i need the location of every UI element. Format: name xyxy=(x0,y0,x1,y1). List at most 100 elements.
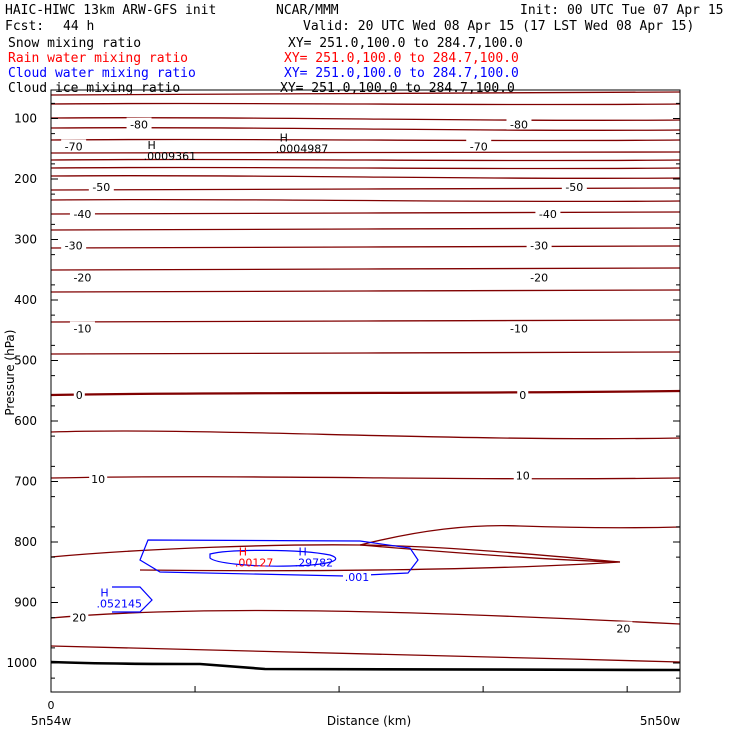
temperature-contour-label: -10 xyxy=(73,322,91,335)
field-name-cloud-water: Cloud water mixing ratio xyxy=(8,66,196,81)
isotherm-line xyxy=(50,198,681,203)
isotherm-line xyxy=(50,102,681,106)
y-tick-label: 300 xyxy=(14,233,37,247)
plot-frame xyxy=(50,89,681,693)
y-tick-label: 400 xyxy=(14,293,37,307)
contour-label-bg xyxy=(69,270,95,283)
high-marker: H xyxy=(239,545,247,558)
cloud-water-contour-label: .001 xyxy=(345,571,370,584)
field-name-cloud-ice: Cloud ice mixing ratio xyxy=(8,81,181,96)
field-xy-rain: XY= 251.0,100.0 to 284.7,100.0 xyxy=(284,51,519,66)
contour-label-bg xyxy=(526,238,552,251)
isotherm-line xyxy=(50,91,681,96)
isotherm-line xyxy=(50,211,681,215)
contour-label-bg xyxy=(513,468,532,481)
temperature-contour-label: -20 xyxy=(530,272,548,285)
isotherm-line xyxy=(50,158,681,162)
temperature-contour-label: -70 xyxy=(65,140,83,153)
forecast-label: Fcst: xyxy=(5,19,45,34)
contour-label-bg xyxy=(561,179,587,192)
y-tick-label: 1000 xyxy=(6,656,37,670)
temperature-contour-label: 10 xyxy=(91,473,105,486)
temperature-contour-label: -10 xyxy=(510,322,528,335)
isotherm-zero-line xyxy=(50,389,681,397)
y-tick-label: 800 xyxy=(14,535,37,549)
x-left-location: 5n54w xyxy=(31,714,72,728)
high-value-label: .0004987 xyxy=(276,142,329,155)
temperature-contour-label: 20 xyxy=(616,623,630,636)
isotherm-line xyxy=(50,151,681,154)
isotherm-line xyxy=(50,174,681,180)
contour-label-bg xyxy=(88,179,114,192)
contour-label-bg xyxy=(61,139,87,152)
contour-labels: -80 -80 -70 -70 -50 -50 -40 -40 -30 -30 -20 -20 -10 -… xyxy=(61,117,633,636)
cloud-water-contour-low xyxy=(112,586,153,613)
contour-label-bg xyxy=(73,387,85,400)
isotherm-line xyxy=(50,138,681,142)
y-tick-label: 500 xyxy=(14,354,37,368)
temperature-contour-label: 20 xyxy=(72,612,86,625)
cloud-water-contour-inner xyxy=(209,549,337,567)
isotherm-line xyxy=(50,476,681,480)
contour-label-bg xyxy=(535,207,561,220)
isotherm-line xyxy=(139,544,621,572)
temperature-contour-label: -20 xyxy=(73,272,91,285)
temperature-contour-label: 0 xyxy=(519,389,526,402)
high-marker: H xyxy=(100,586,108,599)
y-axis-label: Pressure (hPa) xyxy=(3,330,17,416)
high-marker: H xyxy=(280,131,288,144)
temperature-contour-label: -50 xyxy=(92,181,110,194)
contour-label-bg xyxy=(61,238,87,251)
high-value-label: .052145 xyxy=(96,597,142,610)
plot-axes: 1002003004005006007008009001000Pressure … xyxy=(3,89,681,728)
temperature-contour-label: -40 xyxy=(539,208,557,221)
isotherm-line xyxy=(50,166,681,170)
temperature-contour-label: -70 xyxy=(470,140,488,153)
x-start-label: 0 xyxy=(48,699,55,712)
temperature-contour-label: -30 xyxy=(530,240,548,253)
isotherm-line xyxy=(50,319,681,323)
high-value-label: .0009361 xyxy=(144,150,197,163)
contour-label-bg xyxy=(126,117,152,130)
contour-label-bg xyxy=(69,321,95,334)
isotherm-line xyxy=(50,645,681,663)
isotherm-line xyxy=(50,227,681,231)
temperature-contour-label: -80 xyxy=(130,119,148,132)
contour-label-bg xyxy=(506,117,532,130)
temperature-contour-label: 10 xyxy=(516,469,530,482)
chart-title: HAIC-HIWC 13km ARW-GFS init xyxy=(5,3,217,18)
y-tick-label: 200 xyxy=(14,172,37,186)
contour-label-bg xyxy=(343,571,371,583)
isotherm-line xyxy=(50,544,621,563)
field-name-rain: Rain water mixing ratio xyxy=(8,51,189,66)
temperature-contour-label: -40 xyxy=(73,208,91,221)
contour-label-bg xyxy=(69,207,95,220)
contour-label-bg xyxy=(506,321,532,334)
forecast-hours: 44 h xyxy=(63,19,95,34)
y-tick-label: 700 xyxy=(14,475,37,489)
isotherm-line xyxy=(50,351,681,355)
y-tick-label: 600 xyxy=(14,414,37,428)
isotherm-line xyxy=(50,187,681,191)
x-right-location: 5n50w xyxy=(640,714,681,728)
temperature-contour-label: -80 xyxy=(510,119,528,132)
high-value-label: .00127 xyxy=(235,556,274,569)
isotherm-line xyxy=(50,430,681,440)
high-marker: H xyxy=(298,545,306,558)
y-tick-label: 100 xyxy=(14,112,37,126)
cloud-water-contour-001 xyxy=(139,539,419,577)
contour-label-bg xyxy=(466,139,492,152)
contour-label-bg xyxy=(89,472,108,485)
isotherm-line xyxy=(50,245,681,249)
x-axis-label: Distance (km) xyxy=(327,714,411,728)
isotherm-line xyxy=(50,289,681,293)
field-xy-cloud-water: XY= 251.0,100.0 to 284.7,100.0 xyxy=(284,66,519,81)
init-time: Init: 00 UTC Tue 07 Apr 15 xyxy=(520,3,724,18)
contour-label-bg xyxy=(70,610,89,623)
field-xy-snow: XY= 251.0,100.0 to 284.7,100.0 xyxy=(288,36,523,51)
temperature-contour-label: 0 xyxy=(76,389,83,402)
valid-time: Valid: 20 UTC Wed 08 Apr 15 (17 LST Wed … xyxy=(303,19,695,34)
y-tick-label: 900 xyxy=(14,596,37,610)
high-value-label: .29782 xyxy=(295,556,334,569)
